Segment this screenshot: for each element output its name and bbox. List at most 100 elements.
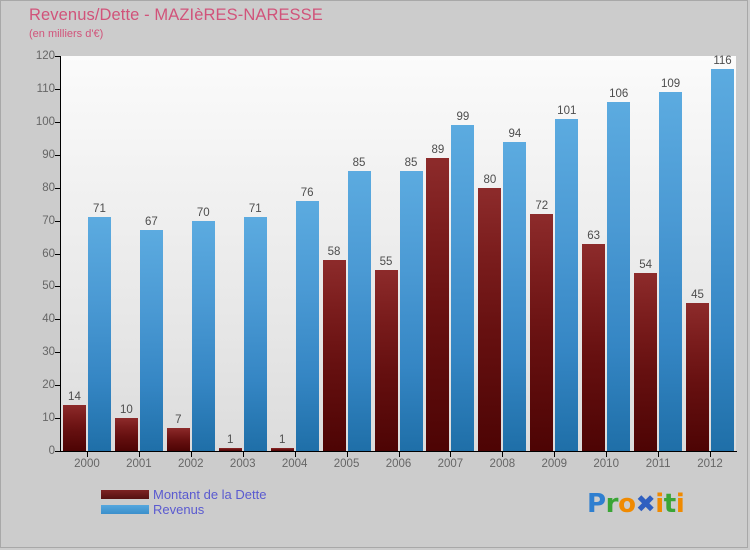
bar-value-label: 71	[248, 203, 262, 216]
x-tick-label: 2000	[74, 458, 100, 470]
y-tick-label: 20	[42, 379, 55, 392]
bar-value-label: 109	[661, 78, 681, 91]
x-tick-mark	[347, 452, 348, 457]
bar-value-label: 55	[379, 255, 393, 268]
y-tick-mark	[55, 385, 60, 386]
title-block: Revenus/Dette - MAZIèRES-NARESSE (en mil…	[29, 6, 323, 40]
bar-revenus-2009[interactable]: 101	[555, 105, 579, 451]
logo-letter-4: i	[655, 489, 664, 519]
x-tick-mark	[399, 452, 400, 457]
y-tick-label: 10	[42, 412, 55, 425]
y-tick-mark	[55, 451, 60, 452]
y-tick-mark	[55, 286, 60, 287]
bar-dette-2001[interactable]: 10	[114, 404, 138, 451]
x-axis-line	[60, 451, 737, 452]
bar-dette-2008[interactable]: 80	[478, 174, 502, 451]
y-tick-mark	[55, 89, 60, 90]
x-tick-label: 2010	[593, 458, 619, 470]
bar-revenus-2007[interactable]: 99	[451, 111, 475, 451]
bar-value-label: 85	[404, 157, 418, 170]
x-tick-label: 2004	[281, 458, 308, 470]
bar-dette-2005[interactable]: 58	[322, 246, 346, 451]
y-tick-label: 120	[35, 50, 55, 62]
y-tick-label: 60	[42, 247, 55, 260]
proxiti-logo[interactable]: Pro✖iti	[587, 489, 685, 519]
logo-letter-5: t	[663, 489, 676, 519]
bar-revenus-2005[interactable]: 85	[347, 157, 371, 451]
bar-revenus-2012[interactable]: 116	[711, 55, 735, 451]
y-tick-mark	[55, 188, 60, 189]
x-tick-mark	[191, 452, 192, 457]
bar-dette-2004[interactable]: 1	[270, 434, 294, 451]
y-tick-label: 90	[42, 148, 55, 161]
bar-dette-2003[interactable]: 1	[218, 434, 242, 451]
bar-revenus-2004[interactable]: 76	[295, 187, 319, 451]
bar-dette-2000[interactable]: 14	[62, 391, 86, 451]
x-tick-label: 2006	[385, 458, 412, 470]
bar-revenus-2002[interactable]: 70	[191, 207, 215, 451]
bar-dette-2010[interactable]: 63	[582, 230, 606, 451]
bar-value-label: 116	[713, 55, 732, 68]
bar-value-label: 1	[278, 433, 286, 446]
bar-revenus-2000[interactable]: 71	[87, 203, 111, 451]
bar-revenus-2011[interactable]: 109	[659, 78, 683, 451]
legend-item-dette[interactable]: Montant de la Dette	[101, 487, 266, 502]
bar-dette-2006[interactable]: 55	[374, 256, 398, 451]
y-tick-mark	[55, 352, 60, 353]
bar-value-label: 99	[456, 111, 470, 124]
chart-legend: Montant de la Dette Revenus	[101, 487, 266, 517]
bar-dette-2007[interactable]: 89	[426, 144, 450, 451]
x-tick-label: 2008	[489, 458, 516, 470]
bar-value-label: 76	[300, 186, 314, 199]
logo-letter-6: i	[675, 489, 685, 519]
bar-value-label: 45	[691, 288, 704, 301]
bar-revenus-2001[interactable]: 67	[139, 216, 163, 451]
x-tick-mark	[295, 452, 296, 457]
legend-label-dette: Montant de la Dette	[153, 487, 267, 502]
bar-value-label: 54	[639, 259, 653, 272]
x-tick-label: 2009	[541, 458, 568, 470]
bar-dette-2012[interactable]: 45	[686, 289, 710, 451]
bar-revenus-2006[interactable]: 85	[399, 157, 423, 451]
x-tick-label: 2007	[437, 458, 464, 470]
bar-revenus-2010[interactable]: 106	[607, 88, 631, 451]
y-tick-label: 70	[42, 214, 55, 227]
x-tick-mark	[554, 452, 555, 457]
y-tick-mark	[55, 418, 60, 419]
bar-value-label: 58	[327, 246, 341, 259]
y-tick-label: 100	[35, 115, 55, 128]
x-tick-mark	[502, 452, 503, 457]
bar-value-label: 72	[535, 200, 549, 212]
logo-letter-2: o	[618, 489, 636, 519]
x-tick-mark	[450, 452, 451, 457]
chart-subtitle: (en milliers d'€)	[29, 28, 104, 40]
legend-label-revenus: Revenus	[153, 502, 205, 517]
bar-value-label: 101	[557, 104, 577, 117]
bar-value-label: 63	[587, 229, 601, 242]
bar-revenus-2003[interactable]: 71	[243, 203, 267, 451]
logo-letter-1: r	[605, 489, 619, 519]
y-tick-mark	[55, 254, 60, 255]
plot-area: 14 71 10 67 7 70 1 71 1 76 58 85 55 85 89 99 80 94 72 101 63…	[61, 55, 736, 451]
x-tick-label: 2003	[229, 458, 256, 470]
bar-dette-2002[interactable]: 7	[166, 414, 190, 451]
bar-value-label: 94	[508, 127, 522, 140]
bar-dette-2011[interactable]: 54	[634, 259, 658, 451]
legend-swatch-dette-icon	[101, 490, 149, 499]
x-tick-mark	[139, 452, 140, 457]
y-tick-label: 80	[42, 181, 55, 194]
bar-value-label: 14	[68, 390, 81, 403]
bar-dette-2009[interactable]: 72	[530, 200, 554, 451]
bar-value-label: 106	[609, 88, 629, 101]
bar-value-label: 80	[483, 173, 497, 186]
y-axis: 0 10 20 30 40 50 60 70 80 90 100 110 120	[9, 1, 55, 547]
bar-value-label: 10	[119, 404, 133, 417]
legend-swatch-revenus-icon	[101, 505, 149, 514]
logo-letter-0: P	[587, 489, 606, 519]
bar-revenus-2008[interactable]: 94	[503, 128, 527, 451]
legend-item-revenus[interactable]: Revenus	[101, 502, 266, 517]
x-tick-label: 2005	[333, 458, 360, 470]
x-tick-label: 2001	[126, 458, 152, 470]
bar-value-label: 67	[144, 216, 158, 229]
